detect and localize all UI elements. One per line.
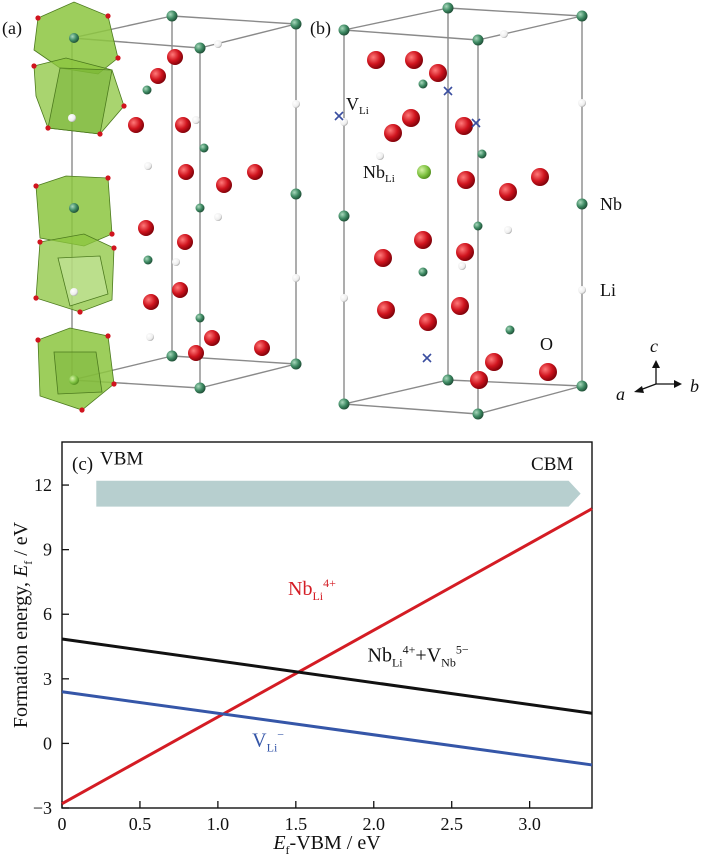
axes-triad	[634, 360, 682, 393]
panel-b-label: (b)	[310, 18, 331, 39]
series-line-vli	[61, 690, 593, 767]
panel-b: (b)	[310, 2, 699, 420]
x-tick-label: 0	[58, 814, 67, 834]
y-tick-label: 12	[34, 475, 52, 495]
series-line-nb	[61, 507, 593, 806]
atom-label-li: Li	[600, 280, 616, 300]
x-tick-label: 2.5	[440, 814, 463, 834]
series-label-complex: NbLi4++VNb5−	[368, 643, 469, 670]
atom-label-nb: Nb	[600, 194, 622, 214]
y-tick-label: 6	[43, 604, 52, 624]
x-tick-label: 3.0	[518, 814, 541, 834]
x-tick-label: 2.0	[363, 814, 386, 834]
panel-a-label: (a)	[2, 18, 22, 39]
x-tick-label: 0.5	[129, 814, 152, 834]
x-tick-label: 1.0	[207, 814, 230, 834]
panel-c-label: (c)	[72, 454, 93, 475]
x-axis-label: Ef-VBM / eV	[272, 832, 381, 857]
panel-a-octahedra-corners	[31, 13, 127, 413]
panel-c: (c) VBM CBM 0 0.5 1.0 1.5 2.0 2.5 3.0 −3 0 3 6 9 12…	[10, 441, 593, 857]
atom-label-o: O	[540, 334, 553, 354]
panel-b-atoms	[338, 2, 588, 420]
nb-li-dopant	[417, 165, 431, 179]
series-line-complex	[61, 637, 593, 715]
v-li-defect-label: VLi	[346, 94, 369, 117]
y-tick-label: 3	[43, 669, 52, 689]
y-axis-label: Formation energy, Ef / eV	[10, 521, 35, 728]
series-label-nb: NbLi4+	[288, 576, 336, 603]
series-lines	[61, 507, 593, 806]
series-label-vli: VLi−	[252, 728, 284, 755]
y-tick-label: 0	[43, 733, 52, 753]
axis-a-label: a	[616, 384, 625, 404]
panel-a: (a)	[2, 1, 302, 413]
panel-a-atoms	[68, 10, 302, 394]
vbm-label: VBM	[100, 449, 143, 470]
axis-c-label: c	[650, 336, 658, 356]
vbm-cbm-arrow	[96, 480, 581, 507]
panel-b-vacancies	[334, 86, 481, 363]
y-tick-label: −3	[33, 798, 52, 818]
y-tick-label: 9	[43, 540, 52, 560]
cbm-label: CBM	[531, 454, 573, 475]
axis-b-label: b	[690, 376, 699, 396]
panel-a-octahedra	[33, 1, 125, 411]
x-tick-label: 1.5	[285, 814, 308, 834]
nb-li-defect-label: NbLi	[363, 162, 395, 185]
x-ticks: 0 0.5 1.0 1.5 2.0 2.5 3.0	[58, 801, 541, 834]
y-ticks: −3 0 3 6 9 12	[33, 475, 69, 818]
